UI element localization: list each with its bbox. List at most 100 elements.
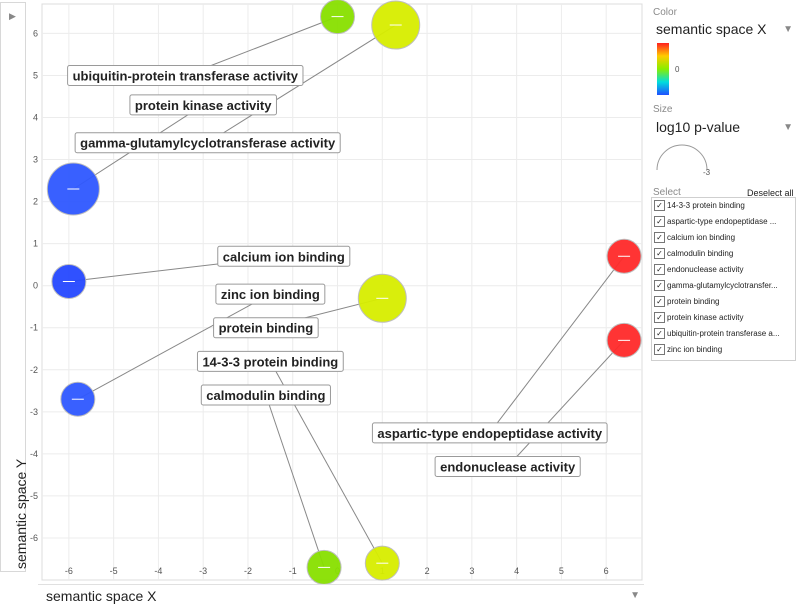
x-axis-selector[interactable]: semantic space X ▼ bbox=[38, 584, 644, 607]
size-select[interactable]: log10 p-value ▼ bbox=[653, 116, 795, 138]
color-scale-zero: 0 bbox=[675, 65, 680, 74]
point-label[interactable]: aspartic-type endopeptidase activity bbox=[371, 422, 608, 444]
term-list-item[interactable]: ✓ protein binding bbox=[654, 296, 794, 310]
x-tick-label: 3 bbox=[469, 566, 474, 576]
y-tick-label: -4 bbox=[30, 449, 38, 459]
leader-line bbox=[265, 394, 325, 568]
x-tick-label: 4 bbox=[514, 566, 519, 576]
color-select[interactable]: semantic space X ▼ bbox=[653, 18, 795, 40]
x-tick-label: 2 bbox=[425, 566, 430, 576]
label-box bbox=[434, 455, 581, 477]
term-list-item[interactable]: ✓ gamma-glutamylcyclotransfer... bbox=[654, 280, 794, 294]
leader-line bbox=[77, 293, 271, 400]
checkbox[interactable]: ✓ bbox=[654, 296, 665, 307]
y-tick-label: 5 bbox=[33, 70, 38, 80]
point-label[interactable]: zinc ion binding bbox=[215, 283, 326, 305]
bubbles bbox=[46, 0, 642, 585]
term-list: ✓ 14-3-3 protein binding ✓ aspartic-type en… bbox=[651, 197, 796, 361]
point-label[interactable]: protein kinase activity bbox=[129, 94, 277, 116]
term-list-item-label: calmodulin binding bbox=[667, 249, 734, 258]
point-label-text: aspartic-type endopeptidase activity bbox=[377, 426, 602, 441]
label-box bbox=[217, 245, 351, 267]
select-label: Select bbox=[653, 187, 681, 198]
x-tick-label: -6 bbox=[65, 566, 73, 576]
size-gauge bbox=[656, 144, 708, 171]
x-tick-label: -1 bbox=[289, 566, 297, 576]
label-box bbox=[215, 283, 326, 305]
size-label: Size bbox=[653, 104, 673, 115]
x-tick-label: 5 bbox=[559, 566, 564, 576]
label-box bbox=[129, 94, 277, 116]
scatter-plot: -6-5-4-3-2-101234566543210-1-2-3-4-5-6 u… bbox=[30, 0, 643, 585]
checkbox[interactable]: ✓ bbox=[654, 312, 665, 323]
term-list-item[interactable]: ✓ calmodulin binding bbox=[654, 248, 794, 262]
y-axis-selector[interactable]: ▶ semantic space Y bbox=[0, 2, 29, 572]
x-axis-label: semantic space X bbox=[46, 588, 157, 604]
x-tick-label: -2 bbox=[244, 566, 252, 576]
checkbox[interactable]: ✓ bbox=[654, 280, 665, 291]
point-label[interactable]: ubiquitin-protein transferase activity bbox=[67, 64, 304, 86]
y-tick-label: 3 bbox=[33, 155, 38, 165]
term-list-item-label: protein kinase activity bbox=[667, 313, 744, 322]
checkbox[interactable]: ✓ bbox=[654, 232, 665, 243]
term-list-item[interactable]: ✓ zinc ion binding bbox=[654, 344, 794, 358]
y-tick-label: -3 bbox=[30, 407, 38, 417]
point-label[interactable]: protein binding bbox=[213, 317, 319, 339]
label-box bbox=[196, 350, 344, 372]
term-list-item[interactable]: ✓ protein kinase activity bbox=[654, 312, 794, 326]
point-label-text: 14-3-3 protein binding bbox=[202, 354, 338, 369]
point-label[interactable]: 14-3-3 protein binding bbox=[196, 350, 344, 372]
color-select-value: semantic space X bbox=[656, 21, 767, 37]
point-label-text: protein kinase activity bbox=[135, 98, 272, 113]
y-tick-label: 1 bbox=[33, 239, 38, 249]
point-label[interactable]: endonuclease activity bbox=[434, 455, 581, 477]
point-label[interactable]: calmodulin binding bbox=[200, 384, 331, 406]
axis-ticks: -6-5-4-3-2-101234566543210-1-2-3-4-5-6 bbox=[30, 28, 609, 576]
term-list-item-label: 14-3-3 protein binding bbox=[667, 201, 745, 210]
term-list-item-label: endonuclease activity bbox=[667, 265, 744, 274]
size-select-value: log10 p-value bbox=[656, 119, 741, 135]
point-label[interactable]: calcium ion binding bbox=[217, 245, 351, 267]
term-list-item[interactable]: ✓ 14-3-3 protein binding bbox=[654, 200, 794, 214]
point-label-text: calmodulin binding bbox=[206, 388, 325, 403]
size-gauge-value: -3 bbox=[703, 168, 711, 177]
checkbox[interactable]: ✓ bbox=[654, 264, 665, 275]
point-label-text: calcium ion binding bbox=[223, 249, 345, 264]
y-tick-label: 6 bbox=[33, 28, 38, 38]
term-list-item[interactable]: ✓ ubiquitin-protein transferase a... bbox=[654, 328, 794, 342]
checkbox[interactable]: ✓ bbox=[654, 200, 665, 211]
y-tick-label: 4 bbox=[33, 113, 38, 123]
y-tick-label: 0 bbox=[33, 281, 38, 291]
x-tick-label: -4 bbox=[154, 566, 162, 576]
checkbox[interactable]: ✓ bbox=[654, 328, 665, 339]
term-list-item-label: gamma-glutamylcyclotransfer... bbox=[667, 281, 778, 290]
term-list-item[interactable]: ✓ endonuclease activity bbox=[654, 264, 794, 278]
point-label-text: endonuclease activity bbox=[440, 459, 576, 474]
chevron-down-icon: ▼ bbox=[630, 590, 640, 601]
point-labels: ubiquitin-protein transferase activity ga… bbox=[67, 64, 608, 477]
checkbox[interactable]: ✓ bbox=[654, 216, 665, 227]
label-box bbox=[371, 422, 608, 444]
plot-area bbox=[41, 3, 643, 581]
deselect-all-link[interactable]: Deselect all bbox=[747, 188, 794, 198]
point-label[interactable]: gamma-glutamylcyclotransferase activity bbox=[74, 132, 341, 154]
y-tick-label: 2 bbox=[33, 197, 38, 207]
label-box bbox=[67, 64, 304, 86]
y-tick-label: -1 bbox=[30, 323, 38, 333]
checkbox[interactable]: ✓ bbox=[654, 344, 665, 355]
y-tick-label: -2 bbox=[30, 365, 38, 375]
point-label-text: ubiquitin-protein transferase activity bbox=[73, 68, 299, 83]
expand-arrow-icon[interactable]: ▶ bbox=[9, 11, 16, 21]
point-label-text: zinc ion binding bbox=[221, 287, 320, 302]
term-list-item[interactable]: ✓ aspartic-type endopeptidase ... bbox=[654, 216, 794, 230]
color-scale-bar bbox=[657, 43, 669, 95]
term-list-item-label: protein binding bbox=[667, 297, 720, 306]
point-label-text: protein binding bbox=[219, 321, 314, 336]
y-tick-label: -6 bbox=[30, 533, 38, 543]
term-list-item[interactable]: ✓ calcium ion binding bbox=[654, 232, 794, 246]
label-box bbox=[200, 384, 331, 406]
checkbox[interactable]: ✓ bbox=[654, 248, 665, 259]
x-tick-label: -3 bbox=[199, 566, 207, 576]
term-list-item-label: ubiquitin-protein transferase a... bbox=[667, 329, 780, 338]
term-list-item-label: calcium ion binding bbox=[667, 233, 736, 242]
